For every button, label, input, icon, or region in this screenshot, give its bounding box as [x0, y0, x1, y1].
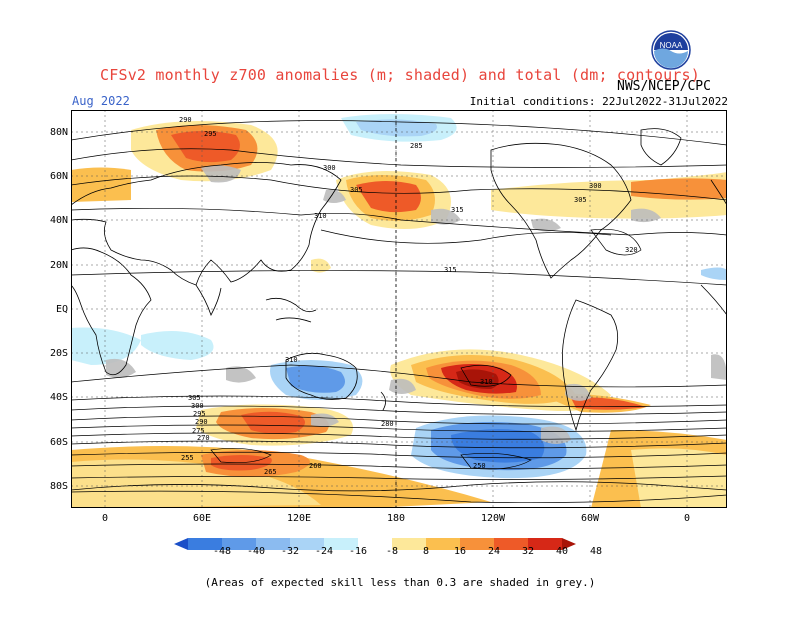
svg-text:300: 300: [589, 182, 602, 190]
svg-text:310: 310: [314, 212, 327, 220]
svg-text:305: 305: [350, 186, 363, 194]
colorbar-segment: [290, 538, 324, 550]
colorbar-segment: [324, 538, 358, 550]
lon-label-0-east: 0: [683, 513, 691, 524]
lat-label-20n: 20N: [49, 260, 68, 271]
svg-text:290: 290: [179, 116, 192, 124]
colorbar-label: -16: [348, 546, 368, 557]
svg-text:265: 265: [264, 468, 277, 476]
forecast-month: Aug 2022: [72, 94, 130, 108]
svg-text:310: 310: [285, 356, 298, 364]
noaa-logo: NOAA: [651, 30, 691, 74]
map-frame: [71, 110, 727, 508]
colorbar-segment: [426, 538, 460, 550]
chart-title: CFSv2 monthly z700 anomalies (m; shaded)…: [100, 66, 700, 84]
svg-text:300: 300: [323, 164, 336, 172]
lat-label-60n: 60N: [49, 171, 68, 182]
skill-footnote: (Areas of expected skill less than 0.3 a…: [204, 576, 596, 589]
colorbar-arrow-left: [174, 538, 188, 550]
colorbar-label: 48: [589, 546, 603, 557]
svg-text:270: 270: [197, 434, 210, 442]
colorbar-segment: [358, 538, 392, 550]
lat-label-20s: 20S: [49, 348, 68, 359]
lon-label-60w: 60W: [580, 513, 600, 524]
anomaly-map: 290 295 300 305 310 315 320 300 305 310 …: [71, 110, 727, 512]
svg-text:280: 280: [381, 420, 394, 428]
svg-text:315: 315: [451, 206, 464, 214]
svg-text:NOAA: NOAA: [660, 41, 683, 50]
colorbar-label: -32: [280, 546, 300, 557]
lat-label-80s: 80S: [49, 481, 68, 492]
lat-label-60s: 60S: [49, 437, 68, 448]
colorbar-label: 40: [555, 546, 569, 557]
lon-label-60e: 60E: [192, 513, 212, 524]
colorbar-label: -40: [246, 546, 266, 557]
lat-label-40s: 40S: [49, 392, 68, 403]
colorbar-label: 24: [487, 546, 501, 557]
svg-text:310: 310: [480, 378, 493, 386]
colorbar-segment: [392, 538, 426, 550]
colorbar-segment: [460, 538, 494, 550]
colorbar-label: 32: [521, 546, 535, 557]
svg-text:320: 320: [625, 246, 638, 254]
lon-label-0: 0: [101, 513, 109, 524]
colorbar-label: -24: [314, 546, 334, 557]
svg-text:300: 300: [191, 402, 204, 410]
svg-text:285: 285: [410, 142, 423, 150]
colorbar-arrow-right: [562, 538, 576, 550]
svg-text:295: 295: [193, 410, 206, 418]
agency-label: NWS/NCEP/CPC: [617, 79, 711, 94]
lat-label-eq: EQ: [55, 304, 68, 315]
low-skill-areas: [106, 165, 727, 444]
colorbar-label: 8: [422, 546, 430, 557]
svg-text:255: 255: [181, 454, 194, 462]
initial-conditions: Initial conditions: 22Jul2022-31Jul2022: [469, 95, 728, 108]
colorbar-segment: [256, 538, 290, 550]
svg-text:295: 295: [204, 130, 217, 138]
svg-text:305: 305: [188, 394, 201, 402]
lon-label-180: 180: [386, 513, 406, 524]
svg-text:250: 250: [473, 462, 486, 470]
colorbar-segment: [494, 538, 528, 550]
svg-text:290: 290: [195, 418, 208, 426]
colorbar: [174, 535, 626, 554]
svg-text:275: 275: [192, 427, 205, 435]
svg-text:315: 315: [444, 266, 457, 274]
svg-text:305: 305: [574, 196, 587, 204]
lon-label-120w: 120W: [480, 513, 506, 524]
colorbar-label: -8: [385, 546, 399, 557]
lon-label-120e: 120E: [286, 513, 312, 524]
lat-label-40n: 40N: [49, 215, 68, 226]
colorbar-segment: [528, 538, 562, 550]
colorbar-label: 16: [453, 546, 467, 557]
svg-text:260: 260: [309, 462, 322, 470]
colorbar-segment: [188, 538, 222, 550]
height-contours: [71, 120, 727, 504]
colorbar-segment: [222, 538, 256, 550]
graticule: [71, 110, 727, 508]
coastlines: [71, 128, 727, 492]
contour-labels: 290 295 300 305 310 315 320 300 305 310 …: [179, 116, 638, 476]
lat-label-80n: 80N: [49, 127, 68, 138]
colorbar-label: -48: [212, 546, 232, 557]
